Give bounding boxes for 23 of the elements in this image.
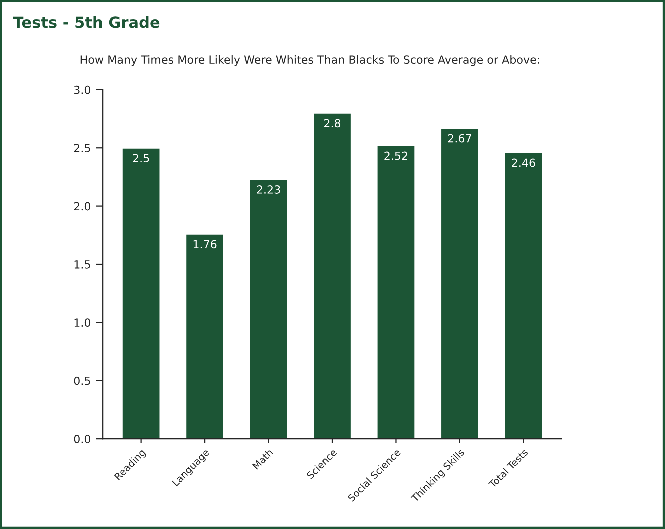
chart-subtitle: How Many Times More Likely Were Whites Than Blacks To Score Average or Above: <box>80 55 540 66</box>
text: 0.5 <box>74 376 90 386</box>
text: 1.5 <box>74 260 90 269</box>
bar <box>248 178 289 440</box>
data-label: 2.23 <box>257 186 280 194</box>
bar <box>376 145 416 440</box>
bar <box>312 112 352 440</box>
text: 3.0 <box>74 86 91 94</box>
text: 2.0 <box>74 202 91 211</box>
chart-title: Tests - 5th Grade <box>13 16 160 28</box>
data-label: 2.8 <box>324 119 341 128</box>
data-label: 2.52 <box>384 152 408 160</box>
text: 1.0 <box>74 318 91 328</box>
bar <box>185 234 225 440</box>
data-label: 1.76 <box>194 240 217 249</box>
bar <box>440 128 480 440</box>
data-label: 2.46 <box>512 158 536 168</box>
text: 0.0 <box>74 435 91 444</box>
data-label: 2.5 <box>133 154 150 163</box>
bar <box>122 147 162 440</box>
data-label: 2.67 <box>448 134 472 143</box>
text: 2.5 <box>74 144 90 152</box>
bar <box>504 152 544 440</box>
